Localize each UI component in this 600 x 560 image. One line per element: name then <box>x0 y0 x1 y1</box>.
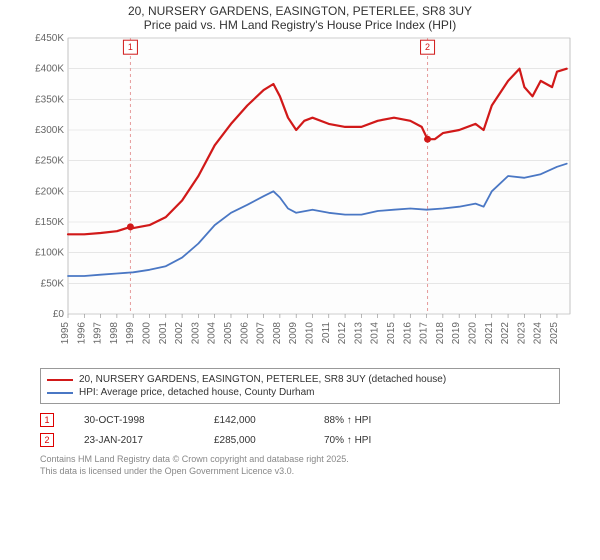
svg-text:2012: 2012 <box>337 322 348 345</box>
svg-text:2020: 2020 <box>467 322 478 345</box>
svg-text:£0: £0 <box>53 309 65 320</box>
svg-text:2023: 2023 <box>516 322 527 345</box>
legend-item: HPI: Average price, detached house, Coun… <box>47 386 553 399</box>
svg-text:2004: 2004 <box>207 322 218 345</box>
svg-text:2022: 2022 <box>500 322 511 345</box>
sale-row: 2 23-JAN-2017 £285,000 70% ↑ HPI <box>40 430 560 450</box>
sale-price: £285,000 <box>214 435 294 446</box>
svg-text:2003: 2003 <box>190 322 201 345</box>
svg-text:£300K: £300K <box>35 125 64 136</box>
footer-line-1: Contains HM Land Registry data © Crown c… <box>40 454 560 466</box>
svg-text:2007: 2007 <box>256 322 267 345</box>
svg-text:£350K: £350K <box>35 94 64 105</box>
svg-text:2011: 2011 <box>321 322 332 344</box>
svg-text:2015: 2015 <box>386 322 397 345</box>
svg-text:2002: 2002 <box>174 322 185 345</box>
svg-text:2: 2 <box>425 42 430 52</box>
svg-text:2009: 2009 <box>288 322 299 345</box>
svg-text:£50K: £50K <box>41 278 65 289</box>
svg-text:2025: 2025 <box>549 322 560 345</box>
svg-text:£100K: £100K <box>35 248 64 259</box>
svg-text:2000: 2000 <box>141 322 152 345</box>
sale-hpi: 88% ↑ HPI <box>324 415 404 426</box>
svg-text:2014: 2014 <box>370 322 381 345</box>
svg-text:£200K: £200K <box>35 186 64 197</box>
sale-hpi: 70% ↑ HPI <box>324 435 404 446</box>
svg-text:1999: 1999 <box>125 322 136 345</box>
footer: Contains HM Land Registry data © Crown c… <box>40 454 560 477</box>
svg-text:2021: 2021 <box>484 322 495 345</box>
svg-text:2019: 2019 <box>451 322 462 345</box>
chart-container: 20, NURSERY GARDENS, EASINGTON, PETERLEE… <box>0 0 600 560</box>
sale-date: 30-OCT-1998 <box>84 415 184 426</box>
legend-swatch <box>47 379 73 381</box>
legend-label: HPI: Average price, detached house, Coun… <box>79 387 315 398</box>
legend-label: 20, NURSERY GARDENS, EASINGTON, PETERLEE… <box>79 374 446 385</box>
svg-text:2010: 2010 <box>304 322 315 345</box>
svg-text:£450K: £450K <box>35 33 64 44</box>
sale-marker-box: 1 <box>40 413 54 427</box>
svg-text:2024: 2024 <box>533 322 544 345</box>
sales-table: 1 30-OCT-1998 £142,000 88% ↑ HPI 2 23-JA… <box>40 410 560 450</box>
svg-text:2016: 2016 <box>402 322 413 345</box>
svg-text:2001: 2001 <box>158 322 169 345</box>
footer-line-2: This data is licensed under the Open Gov… <box>40 466 560 478</box>
svg-text:2006: 2006 <box>239 322 250 345</box>
title-line-1: 20, NURSERY GARDENS, EASINGTON, PETERLEE… <box>0 4 600 18</box>
svg-text:2013: 2013 <box>353 322 364 345</box>
price-chart: £0 £50K £100K £150K £200K £250K £300K £350K £400… <box>20 32 580 362</box>
sale-price: £142,000 <box>214 415 294 426</box>
svg-text:1995: 1995 <box>60 322 71 345</box>
svg-text:2018: 2018 <box>435 322 446 345</box>
svg-text:£400K: £400K <box>35 64 64 75</box>
svg-text:£150K: £150K <box>35 217 64 228</box>
legend: 20, NURSERY GARDENS, EASINGTON, PETERLEE… <box>40 368 560 404</box>
svg-text:£250K: £250K <box>35 156 64 167</box>
svg-text:2008: 2008 <box>272 322 283 345</box>
sale-row: 1 30-OCT-1998 £142,000 88% ↑ HPI <box>40 410 560 430</box>
svg-text:1996: 1996 <box>76 322 87 345</box>
legend-swatch <box>47 392 73 394</box>
svg-text:2005: 2005 <box>223 322 234 345</box>
sale-date: 23-JAN-2017 <box>84 435 184 446</box>
title-line-2: Price paid vs. HM Land Registry's House … <box>0 18 600 32</box>
svg-text:1: 1 <box>128 42 133 52</box>
legend-item: 20, NURSERY GARDENS, EASINGTON, PETERLEE… <box>47 373 553 386</box>
title-block: 20, NURSERY GARDENS, EASINGTON, PETERLEE… <box>0 0 600 32</box>
sale-marker-box: 2 <box>40 433 54 447</box>
svg-text:1998: 1998 <box>109 322 120 345</box>
svg-text:2017: 2017 <box>419 322 430 345</box>
svg-text:1997: 1997 <box>93 322 104 345</box>
